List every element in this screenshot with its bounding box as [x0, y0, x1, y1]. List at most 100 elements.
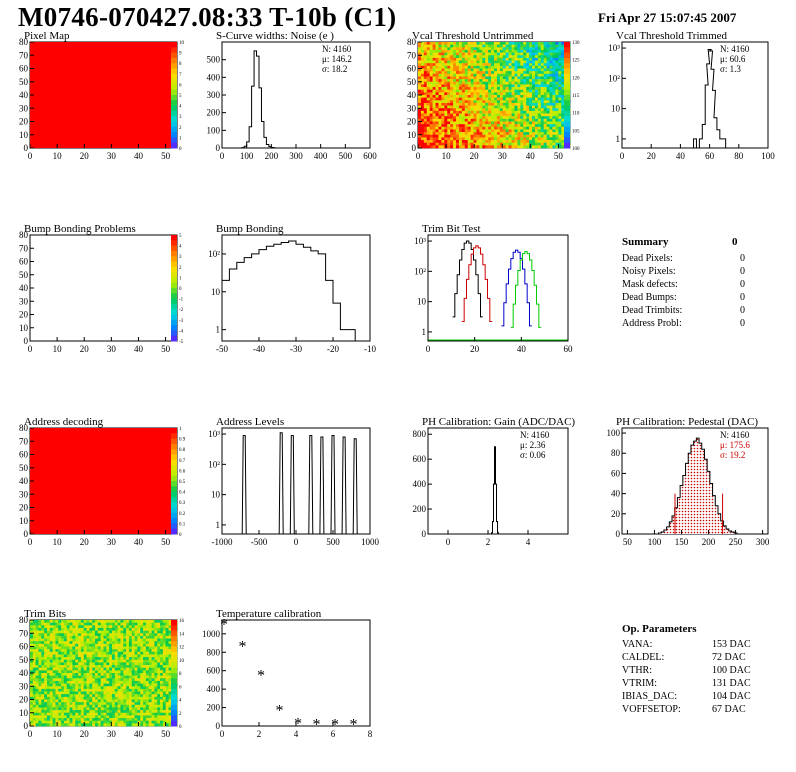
heatmap-cell	[435, 68, 439, 72]
heatmap-cell	[160, 680, 164, 684]
heatmap-cell	[83, 635, 87, 639]
heatmap-cell	[97, 710, 101, 714]
chart-title: S-Curve widths: Noise (e )	[216, 30, 334, 42]
heatmap-cell	[546, 137, 550, 141]
stat-mean: μ: 175.6	[720, 440, 750, 450]
heatmap-cell	[546, 108, 550, 112]
heatmap-cell	[123, 659, 127, 663]
heatmap-cell	[61, 670, 65, 674]
heatmap-cell	[97, 678, 101, 682]
heatmap-cell	[165, 683, 169, 687]
heatmap-cell	[140, 651, 144, 655]
heatmap-cell	[58, 723, 62, 727]
heatmap-cell	[44, 638, 48, 642]
heatmap-cell	[479, 142, 483, 146]
heatmap-cell	[137, 659, 141, 663]
heatmap-cell	[555, 57, 559, 61]
heatmap-cell	[543, 76, 547, 80]
heatmap-cell	[476, 132, 480, 136]
heatmap-cell	[44, 683, 48, 687]
heatmap-cell	[86, 680, 90, 684]
heatmap-cell	[473, 79, 477, 83]
heatmap-cell	[58, 678, 62, 682]
heatmap-cell	[137, 710, 141, 714]
heatmap-cell	[58, 675, 62, 679]
heatmap-cell	[435, 42, 439, 45]
heatmap-cell	[540, 137, 544, 141]
heatmap-cell	[526, 142, 530, 146]
heatmap-cell	[162, 630, 166, 634]
heatmap-cell	[494, 76, 498, 80]
heatmap-cell	[92, 712, 96, 716]
heatmap-cell	[58, 686, 62, 690]
heatmap-cell	[438, 44, 442, 48]
heatmap-cell	[429, 55, 433, 59]
heatmap-cell	[532, 126, 536, 130]
heatmap-cell	[58, 704, 62, 708]
x-tick-label: -30	[290, 344, 302, 354]
heatmap-cell	[126, 641, 130, 645]
heatmap-cell	[140, 654, 144, 658]
heatmap-cell	[148, 620, 152, 623]
heatmap-cell	[52, 659, 56, 663]
heatmap-cell	[482, 102, 486, 106]
heatmap-cell	[140, 646, 144, 650]
heatmap-cell	[109, 625, 113, 629]
heatmap-cell	[111, 686, 116, 690]
heatmap-cell	[429, 95, 433, 98]
heatmap-cell	[41, 630, 45, 634]
heatmap-cell	[41, 683, 45, 687]
heatmap-cell	[95, 665, 99, 668]
heatmap-cell	[517, 63, 521, 67]
heatmap-cell	[523, 49, 527, 53]
heatmap-cell	[92, 643, 96, 647]
heatmap-cell	[30, 686, 34, 690]
heatmap-cell	[423, 73, 428, 77]
heatmap-cell	[157, 696, 161, 700]
heatmap-cell	[109, 704, 113, 708]
palette-label: 3	[179, 115, 182, 120]
heatmap-cell	[420, 102, 425, 106]
summary-row: Dead Trimbits: 0	[622, 305, 752, 318]
y-tick-label: 20	[19, 695, 29, 705]
heatmap-cell	[157, 691, 161, 695]
heatmap-cell	[61, 686, 65, 690]
heatmap-cell	[89, 654, 93, 658]
heatmap-cell	[63, 657, 68, 661]
heatmap-cell	[80, 651, 85, 655]
heatmap-cell	[558, 113, 562, 117]
heatmap-cell	[549, 55, 553, 59]
heatmap-cell	[111, 694, 116, 698]
heatmap-cell	[470, 132, 474, 136]
heatmap-cell	[63, 643, 68, 647]
heatmap-cell	[438, 129, 442, 133]
heatmap-cell	[49, 673, 53, 676]
heatmap-cell	[32, 633, 36, 637]
heatmap-cell	[461, 110, 466, 114]
heatmap-cell	[461, 102, 466, 106]
heatmap-cell	[58, 715, 62, 719]
x-tick-label: 300	[756, 537, 770, 547]
heatmap-cell	[95, 651, 99, 655]
heatmap-cell	[143, 633, 147, 637]
heatmap-cell	[120, 686, 124, 690]
heatmap-cell	[464, 142, 468, 146]
heatmap-cell	[450, 47, 454, 51]
heatmap-cell	[514, 71, 518, 75]
heatmap-cell	[106, 641, 110, 645]
heatmap-cell	[418, 132, 422, 136]
palette-label: 0.3	[179, 501, 186, 506]
heatmap-cell	[151, 638, 155, 642]
heatmap-cell	[505, 134, 509, 138]
heatmap-cell	[447, 89, 451, 93]
heatmap-cell	[517, 108, 521, 112]
heatmap-cell	[89, 635, 93, 639]
heatmap-cell	[126, 670, 130, 674]
heatmap-cell	[435, 81, 439, 85]
heatmap-cell	[35, 691, 39, 695]
heatmap-cell	[143, 699, 147, 703]
heatmap-cell	[429, 140, 433, 143]
heatmap-cell	[114, 678, 118, 682]
heatmap-cell	[526, 65, 530, 69]
